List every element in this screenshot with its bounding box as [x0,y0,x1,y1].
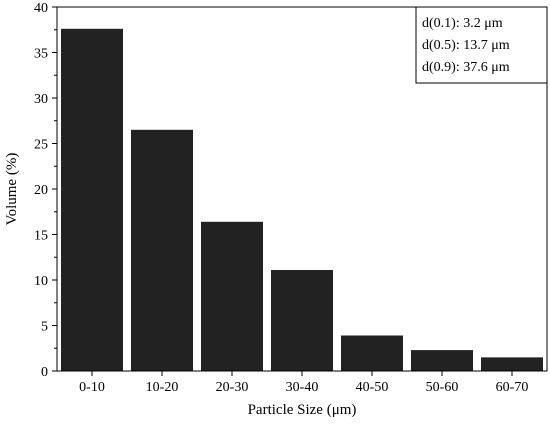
x-tick-label: 40-50 [356,380,389,395]
x-axis-title: Particle Size (μm) [248,402,357,418]
bar-30-40 [271,270,333,371]
y-tick-label: 0 [41,365,48,380]
y-tick-label: 5 [41,320,48,335]
y-tick-label: 20 [34,183,48,198]
bar-20-30 [201,221,263,371]
y-tick-label: 25 [34,138,48,153]
y-tick-label: 30 [34,92,48,107]
bar-60-70 [481,357,543,371]
y-tick-label: 15 [34,229,48,244]
bars-group [61,28,543,372]
x-tick-label: 20-30 [216,380,249,395]
x-tick-label: 0-10 [79,380,105,395]
d10-annotation: d(0.1): 3.2 μm [422,16,503,31]
y-axis-ticks: 0 5 10 15 20 25 30 35 40 [34,1,57,380]
x-tick-label: 10-20 [146,380,179,395]
bar-0-10 [61,28,123,372]
y-axis-title: Volume (%) [4,153,20,226]
legend-frame [415,6,548,84]
stats-legend-box: d(0.1): 3.2 μm d(0.5): 13.7 μm d(0.9): 3… [415,6,548,84]
x-axis-ticks: 0-10 10-20 20-30 30-40 40-50 50-60 60-70 [79,371,528,395]
bar-10-20 [131,129,193,371]
y-tick-label: 40 [34,1,48,16]
y-tick-label: 10 [34,274,48,289]
x-tick-label: 30-40 [286,380,319,395]
x-tick-label: 60-70 [496,380,529,395]
bar-50-60 [411,350,473,371]
y-tick-label: 35 [34,47,48,62]
d90-annotation: d(0.9): 37.6 μm [422,60,510,75]
x-tick-label: 50-60 [426,380,459,395]
bar-40-50 [341,335,403,371]
d50-annotation: d(0.5): 13.7 μm [422,38,510,53]
